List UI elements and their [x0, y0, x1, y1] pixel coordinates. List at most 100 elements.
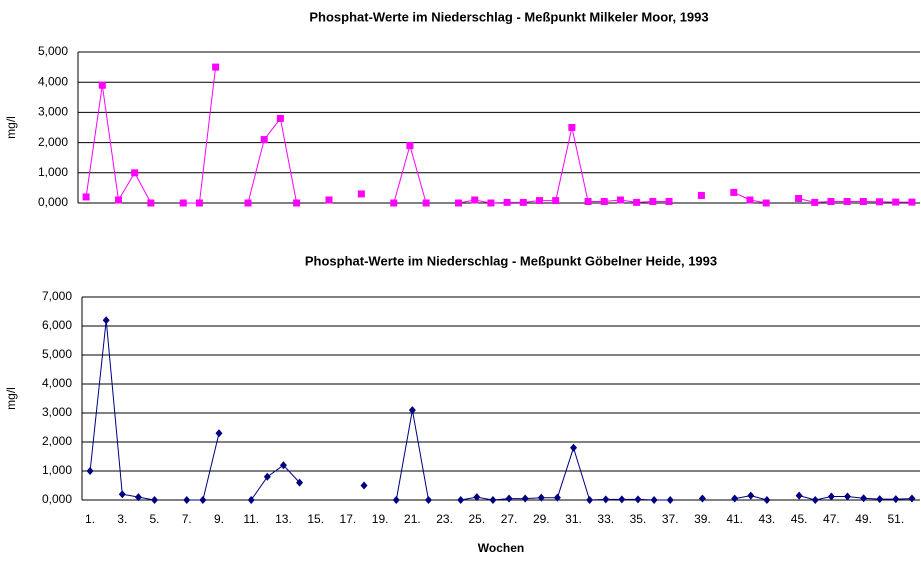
y-axis-label: mg/l: [4, 116, 18, 139]
marker: [457, 496, 465, 504]
marker: [586, 496, 594, 504]
x-tick-label: 27.: [501, 512, 518, 526]
x-tick-label: 31.: [565, 512, 582, 526]
marker: [489, 496, 497, 504]
x-tick-label: 49.: [855, 512, 872, 526]
y-axis-label: mg/l: [4, 387, 18, 410]
marker: [616, 196, 624, 204]
marker: [325, 196, 333, 204]
x-tick-label: 35.: [630, 512, 647, 526]
y-tick-label: 2,000: [38, 135, 68, 149]
marker: [600, 197, 608, 205]
marker: [147, 199, 155, 207]
marker: [263, 472, 271, 481]
marker: [537, 493, 545, 502]
marker: [649, 197, 657, 205]
marker: [118, 490, 126, 499]
y-tick-label: 6,000: [42, 318, 72, 332]
marker: [730, 188, 738, 196]
marker: [473, 493, 481, 502]
x-tick-label: 13.: [275, 512, 292, 526]
y-tick-label: 5,000: [42, 347, 72, 361]
marker: [134, 493, 142, 502]
marker: [503, 198, 511, 206]
marker: [827, 197, 835, 205]
marker: [422, 199, 430, 207]
x-tick-label: 25.: [468, 512, 485, 526]
x-tick-label: 37.: [662, 512, 679, 526]
marker: [390, 199, 398, 207]
marker: [811, 198, 819, 206]
marker: [471, 196, 479, 204]
marker: [199, 496, 207, 504]
marker: [183, 496, 191, 504]
marker: [279, 461, 287, 470]
x-tick-label: 11.: [243, 512, 259, 526]
y-tick-label: 1,000: [38, 165, 68, 179]
marker: [650, 496, 658, 504]
marker: [892, 198, 900, 206]
marker: [131, 169, 139, 177]
x-tick-label: 41.: [726, 512, 743, 526]
series-line: [89, 320, 912, 501]
marker: [859, 197, 867, 205]
marker: [247, 496, 255, 504]
marker: [908, 494, 916, 503]
marker: [584, 197, 592, 205]
marker: [568, 124, 576, 131]
x-tick-label: 43.: [759, 512, 776, 526]
x-tick-label: 45.: [791, 512, 808, 526]
marker: [763, 496, 771, 504]
marker: [357, 190, 365, 198]
marker: [102, 316, 110, 325]
marker: [519, 198, 527, 206]
marker: [570, 443, 578, 452]
y-tick-label: 4,000: [42, 376, 72, 390]
marker: [406, 142, 414, 150]
marker: [762, 199, 770, 207]
y-tick-label: 0,000: [42, 492, 72, 506]
marker: [212, 63, 220, 71]
marker: [633, 198, 641, 206]
marker: [114, 196, 122, 204]
marker: [795, 194, 803, 202]
marker: [811, 496, 819, 504]
marker: [552, 197, 560, 205]
marker: [876, 495, 884, 504]
marker: [795, 491, 803, 500]
y-tick-label: 5,000: [38, 44, 68, 58]
marker: [860, 494, 868, 503]
series-line: [85, 67, 912, 204]
y-tick-label: 0,000: [38, 195, 68, 209]
marker: [392, 496, 400, 504]
marker: [244, 199, 252, 207]
x-tick-label: 33.: [597, 512, 614, 526]
marker: [666, 496, 674, 504]
marker: [843, 492, 851, 501]
marker: [151, 496, 159, 504]
marker: [260, 136, 268, 144]
marker: [521, 494, 529, 503]
x-tick-label: 51.: [887, 512, 904, 526]
x-tick-label: 39.: [694, 512, 711, 526]
x-tick-label: 7.: [182, 512, 192, 526]
y-tick-label: 7,000: [42, 289, 72, 303]
marker: [618, 495, 626, 504]
x-tick-label: 19.: [372, 512, 389, 526]
marker: [82, 193, 90, 201]
x-tick-label: 1.: [85, 512, 95, 526]
x-tick-label: 47.: [823, 512, 840, 526]
x-tick-label: 17.: [340, 512, 357, 526]
x-tick-label: 29.: [533, 512, 550, 526]
y-tick-label: 4,000: [38, 74, 68, 88]
marker: [424, 496, 432, 504]
marker: [86, 467, 94, 475]
marker: [360, 481, 368, 490]
chart-title: Phosphat-Werte im Niederschlag - Meßpunk…: [305, 253, 717, 268]
y-tick-label: 1,000: [42, 463, 72, 477]
marker: [455, 199, 463, 207]
chart-title: Phosphat-Werte im Niederschlag - Meßpunk…: [309, 9, 708, 24]
marker: [505, 494, 513, 503]
marker: [697, 191, 705, 199]
